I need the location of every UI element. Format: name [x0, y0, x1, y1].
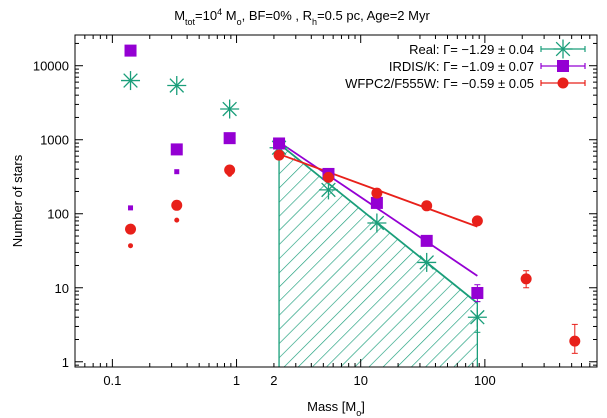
data-point [370, 196, 383, 209]
data-point [273, 149, 285, 161]
series-0 [121, 71, 487, 333]
small-data-point [174, 169, 180, 175]
x-tick-label: 10 [353, 373, 367, 388]
chart-title: Mtot=104 Mo, BF=0% , Rh=0.5 pc, Age=2 My… [174, 7, 430, 27]
legend-label: Real: Γ= −1.29 ± 0.04 [409, 42, 534, 57]
data-point [167, 76, 187, 96]
y-tick-label: 10 [55, 281, 69, 296]
legend-marker [557, 77, 569, 89]
series-2 [125, 149, 581, 354]
y-tick-label: 10000 [33, 59, 69, 74]
data-point [121, 71, 141, 91]
data-point [467, 307, 487, 327]
x-tick-label: 2 [270, 373, 277, 388]
small-markers-1 [128, 171, 233, 249]
data-point [170, 143, 183, 156]
data-point [471, 286, 484, 299]
legend-label: IRDIS/K: Γ= −1.09 ± 0.07 [389, 59, 534, 74]
data-point [318, 180, 338, 200]
y-tick-label: 1000 [40, 133, 69, 148]
data-point [273, 137, 286, 150]
data-points [121, 44, 581, 354]
legend-entry-2: WFPC2/F555W: Γ= −0.59 ± 0.05 [345, 76, 586, 91]
plot-frame [74, 34, 598, 368]
data-point [367, 213, 387, 233]
data-point [420, 234, 433, 247]
x-tick-label: 1 [233, 373, 240, 388]
axis-ticks: 0.1 1 2 10 100 1 10 100 1000 10000 [33, 35, 598, 388]
data-point [220, 99, 240, 119]
small-data-point [128, 243, 134, 249]
data-point [520, 273, 532, 285]
data-point [569, 335, 581, 347]
legend: Real: Γ= −1.29 ± 0.04 IRDIS/K: Γ= −1.09 ±… [345, 39, 586, 91]
x-axis-label: Mass [Mo] [307, 399, 365, 418]
y-axis-label: Number of stars [10, 154, 25, 247]
x-tick-label: 0.1 [103, 373, 121, 388]
data-point [171, 199, 183, 211]
data-point [417, 252, 437, 272]
data-point [322, 171, 334, 183]
data-point [371, 187, 383, 199]
data-point [224, 164, 236, 176]
legend-entry-1: IRDIS/K: Γ= −1.09 ± 0.07 [389, 59, 586, 74]
small-data-point [174, 217, 180, 223]
data-point [471, 215, 483, 227]
data-point [125, 223, 137, 235]
small-data-point [227, 137, 233, 143]
legend-marker [557, 60, 569, 72]
legend-entry-0: Real: Γ= −1.29 ± 0.04 [409, 39, 586, 59]
legend-marker [553, 39, 573, 59]
legend-label: WFPC2/F555W: Γ= −0.59 ± 0.05 [345, 76, 534, 91]
y-tick-label: 100 [47, 207, 69, 222]
fit-line-1 [278, 141, 478, 277]
hatched-area [279, 143, 478, 367]
small-data-point [128, 205, 134, 211]
y-tick-label: 1 [62, 355, 69, 370]
small-markers-0 [128, 137, 233, 211]
data-point [421, 200, 433, 212]
x-tick-label: 100 [474, 373, 496, 388]
small-data-point [227, 171, 233, 177]
data-point [124, 44, 137, 57]
